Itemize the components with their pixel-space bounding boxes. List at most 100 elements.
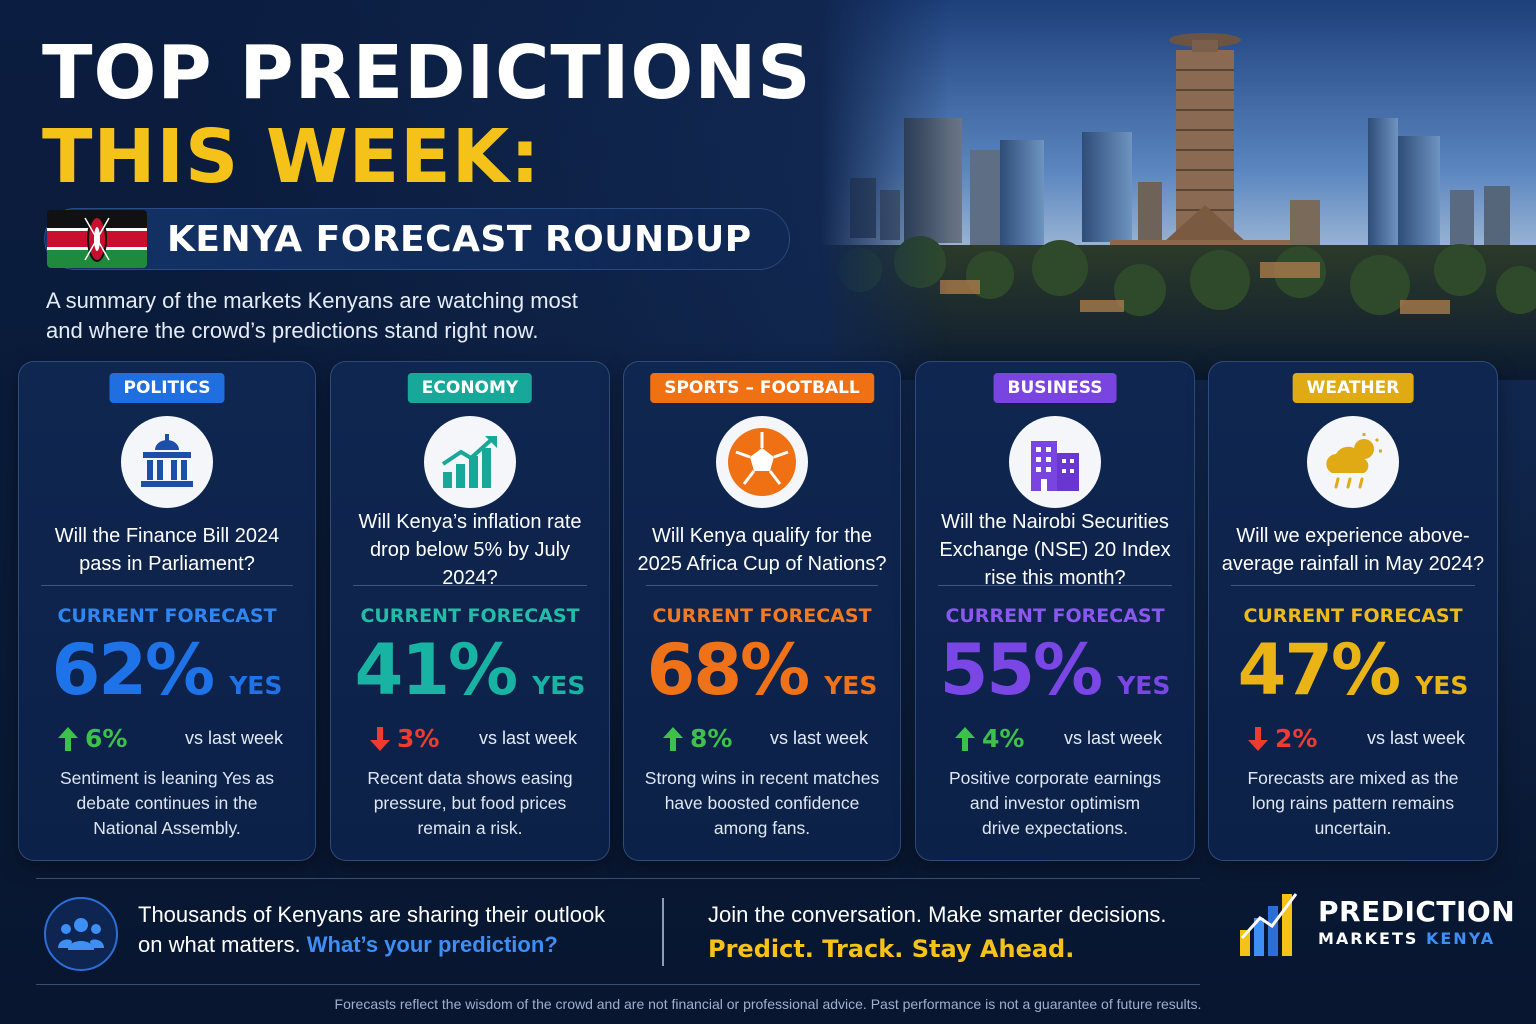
question: Will we experience above- average rainfa… [1221, 510, 1485, 590]
yes-label: YES [532, 671, 586, 700]
card-divider [353, 585, 587, 586]
desc-line-1: Recent data shows easing [367, 768, 573, 788]
forecast-card-weather[interactable]: WEATHER Will we experience above- averag… [1208, 361, 1498, 861]
current-forecast-label: CURRENT FORECAST [945, 605, 1165, 627]
headline-line-2: THIS WEEK: [42, 114, 541, 200]
forecast-value: 41% YES [331, 629, 609, 711]
office-building-icon [1009, 416, 1101, 508]
question-line-2: average rainfall in May 2024? [1221, 553, 1485, 575]
brand-markets: MARKETS [1318, 929, 1419, 948]
card-description: Recent data shows easing pressure, but f… [345, 766, 595, 841]
desc-line-3: remain a risk. [417, 818, 523, 838]
forecast-card-economy[interactable]: ECONOMY Will Kenya’s inflation rate drop… [330, 361, 610, 861]
forecast-value: 62% YES [19, 629, 315, 711]
vs-last-week: vs last week [1063, 728, 1162, 748]
current-forecast-label: CURRENT FORECAST [652, 605, 872, 627]
question-line-1: Will we experience above- [1236, 525, 1470, 547]
yes-label: YES [1415, 671, 1469, 700]
category-badge: SPORTS – FOOTBALL [650, 373, 874, 403]
desc-line-3: among fans. [713, 818, 811, 838]
card-description: Sentiment is leaning Yes as debate conti… [33, 766, 301, 841]
intro-text: A summary of the markets Kenyans are wat… [46, 286, 746, 346]
arrow-up-icon [57, 726, 79, 752]
forecast-value: 47% YES [1209, 633, 1497, 708]
change-value: 2% [1275, 724, 1318, 753]
desc-line-3: drive expectations. [982, 818, 1128, 838]
vs-last-week: vs last week [769, 728, 868, 748]
question-line-1: Will the Nairobi Securities [941, 511, 1169, 533]
forecast-value: 55% YES [916, 629, 1194, 711]
arrow-up-icon [662, 726, 684, 752]
intro-line-1: A summary of the markets Kenyans are wat… [46, 288, 578, 313]
community-message: Thousands of Kenyans are sharing their o… [138, 900, 638, 960]
headline-line-1: TOP PREDICTIONS [42, 30, 812, 116]
outlook-line-1: Thousands of Kenyans are sharing their o… [138, 902, 606, 927]
outlook-line-2: on what matters. [138, 932, 301, 957]
question-line-2: 2025 Africa Cup of Nations? [637, 553, 887, 575]
footer-divider-bottom [36, 984, 1200, 985]
forecast-percent: 41% [354, 629, 519, 711]
arrow-up-icon [954, 726, 976, 752]
brand-logo: PREDICTION MARKETS KENYA [1238, 888, 1515, 958]
subtitle-banner: KENYA FORECAST ROUNDUP [44, 208, 790, 270]
brand-kenya: KENYA [1425, 929, 1496, 948]
current-forecast-label: CURRENT FORECAST [360, 605, 580, 627]
desc-line-1: Positive corporate earnings [948, 768, 1162, 788]
bar-chart-logo-icon [1240, 893, 1298, 956]
change-value: 8% [690, 724, 733, 753]
desc-line-2: long rains pattern remains [1251, 793, 1455, 813]
change-value: 6% [85, 724, 128, 753]
category-badge: POLITICS [109, 373, 225, 403]
footer-divider-top [36, 878, 1200, 879]
change-value: 3% [397, 724, 440, 753]
weekly-change: 6% vs last week [57, 724, 287, 753]
card-divider [646, 585, 878, 586]
card-description: Strong wins in recent matches have boost… [638, 766, 886, 841]
desc-line-2: debate continues in the [76, 793, 258, 813]
subtitle: KENYA FORECAST ROUNDUP [167, 218, 752, 260]
vs-last-week: vs last week [478, 728, 577, 748]
current-forecast-label: CURRENT FORECAST [57, 605, 277, 627]
card-divider [938, 585, 1172, 586]
desc-line-1: Forecasts are mixed as the [1247, 768, 1459, 788]
question: Will the Finance Bill 2024 pass in Parli… [31, 510, 303, 590]
forecast-card-sports-football[interactable]: SPORTS – FOOTBALL Will Kenya qualify for… [623, 361, 901, 861]
football-icon [716, 416, 808, 508]
question-line-1: Will Kenya qualify for the [651, 525, 873, 547]
yes-label: YES [229, 671, 283, 700]
disclaimer: Forecasts reflect the wisdom of the crow… [334, 996, 1202, 1012]
question-line-2: drop below 5% by July 2024? [369, 539, 571, 589]
brand-name: PREDICTION [1318, 895, 1516, 928]
weekly-change: 3% vs last week [369, 724, 581, 753]
category-badge: ECONOMY [407, 373, 533, 403]
forecast-card-business[interactable]: BUSINESS Will the Nairobi Securities Exc… [915, 361, 1195, 861]
forecast-card-politics[interactable]: POLITICS Will the Finance Bill 2024 pass… [18, 361, 316, 861]
current-forecast-label: CURRENT FORECAST [1243, 605, 1463, 627]
card-description: Positive corporate earnings and investor… [930, 766, 1180, 841]
desc-line-2: pressure, but food prices [373, 793, 567, 813]
card-divider [41, 585, 293, 586]
footer-separator [662, 898, 664, 966]
yes-label: YES [824, 671, 878, 700]
desc-line-3: National Assembly. [93, 818, 241, 838]
change-value: 4% [982, 724, 1025, 753]
question-line-1: Will the Finance Bill 2024 [54, 525, 280, 547]
card-description: Forecasts are mixed as the long rains pa… [1223, 766, 1483, 841]
forecast-percent: 55% [939, 629, 1104, 711]
desc-line-2: and investor optimism [969, 793, 1141, 813]
forecast-percent: 68% [646, 629, 811, 711]
question-line-3: rise this month? [984, 567, 1126, 589]
category-badge: WEATHER [1292, 373, 1414, 403]
desc-line-3: uncertain. [1314, 818, 1392, 838]
desc-line-1: Sentiment is leaning Yes as [59, 768, 275, 788]
question-line-1: Will Kenya’s inflation rate [358, 511, 582, 533]
arrow-down-icon [1247, 726, 1269, 752]
arrow-down-icon [369, 726, 391, 752]
forecast-percent: 62% [51, 629, 216, 711]
yes-label: YES [1117, 671, 1171, 700]
desc-line-1: Strong wins in recent matches [644, 768, 880, 788]
nairobi-skyline-image [820, 0, 1536, 380]
question: Will Kenya qualify for the 2025 Africa C… [636, 510, 888, 590]
question: Will the Nairobi Securities Exchange (NS… [928, 510, 1182, 590]
call-to-action: Join the conversation. Make smarter deci… [708, 900, 1208, 966]
